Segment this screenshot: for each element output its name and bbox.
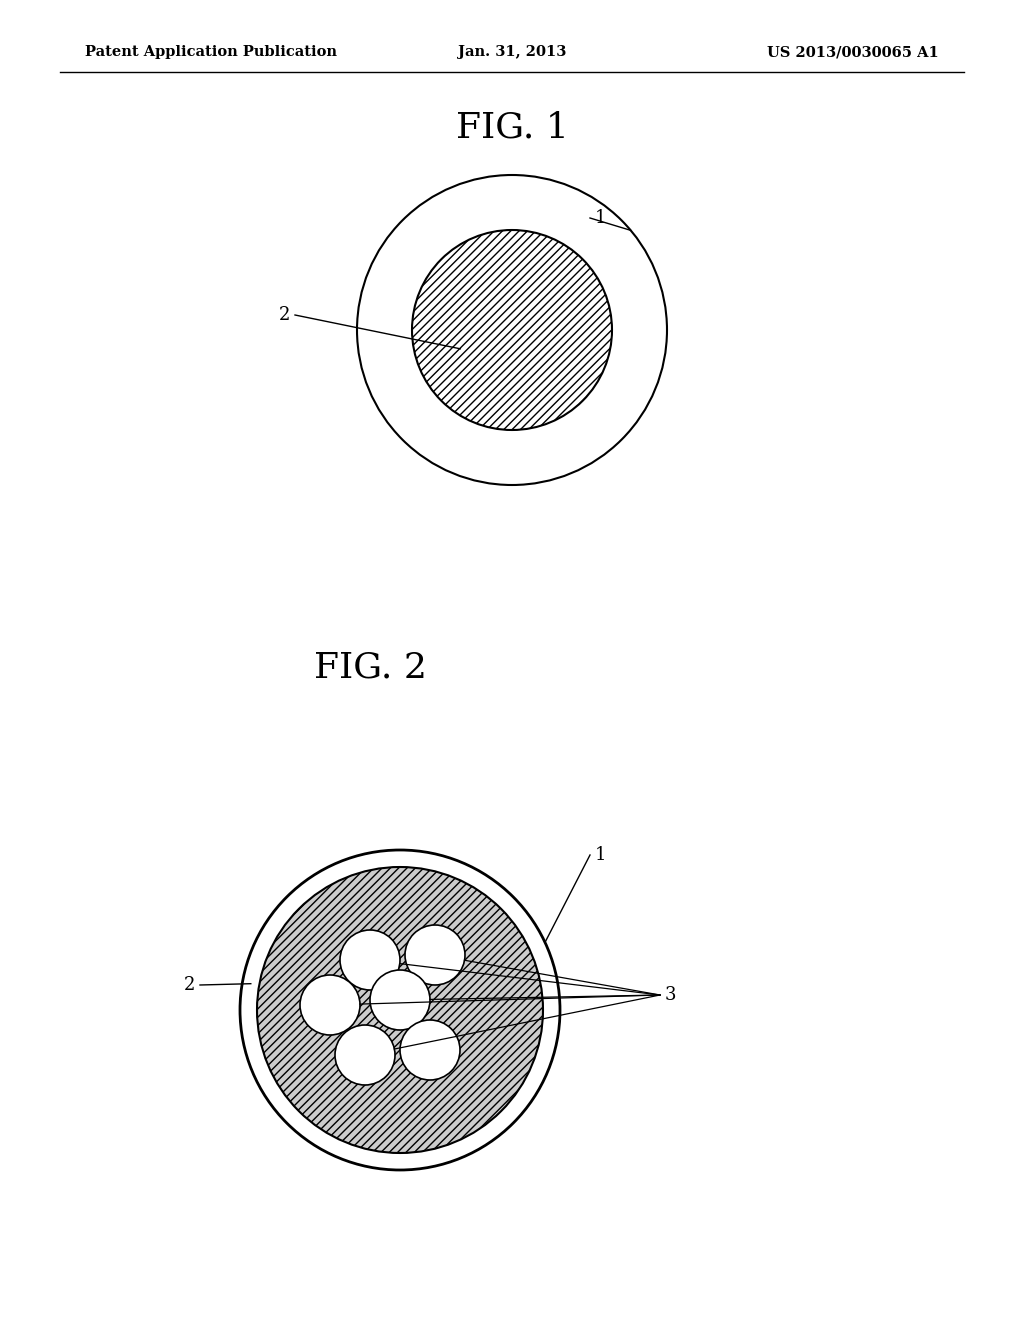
Circle shape [406,925,465,985]
Text: FIG. 2: FIG. 2 [313,649,426,684]
Circle shape [335,1026,395,1085]
Text: 1: 1 [595,209,606,227]
Circle shape [240,850,560,1170]
Text: Jan. 31, 2013: Jan. 31, 2013 [458,45,566,59]
Text: 1: 1 [595,846,606,865]
Text: 2: 2 [183,975,195,994]
Text: US 2013/0030065 A1: US 2013/0030065 A1 [767,45,939,59]
Circle shape [400,1020,460,1080]
Circle shape [357,176,667,484]
Text: 3: 3 [665,986,677,1005]
Circle shape [370,970,430,1030]
Text: Patent Application Publication: Patent Application Publication [85,45,337,59]
Circle shape [412,230,612,430]
Circle shape [257,867,543,1152]
Text: FIG. 1: FIG. 1 [456,110,568,144]
Circle shape [300,975,360,1035]
Circle shape [340,931,400,990]
Text: 2: 2 [279,306,290,323]
